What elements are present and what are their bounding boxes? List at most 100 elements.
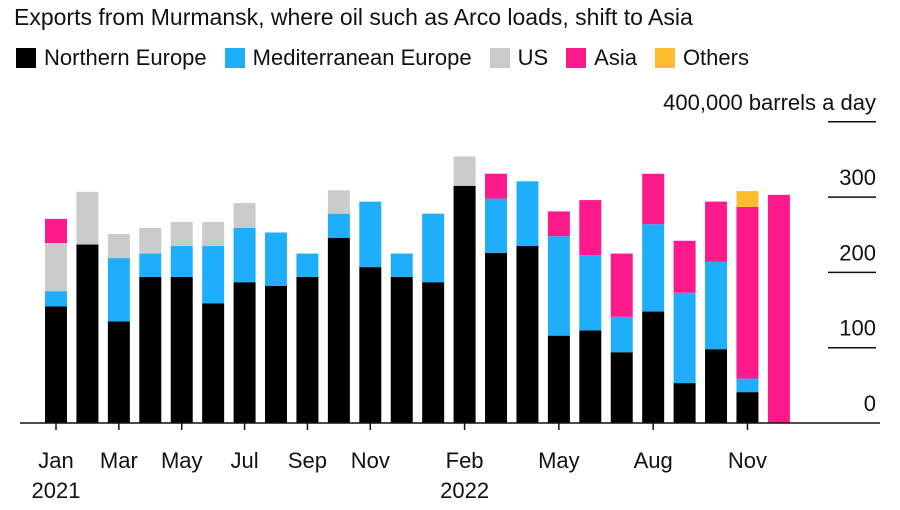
bar-segment-northern-europe [265,285,288,423]
x-tick-label: May [538,448,580,473]
bar-segment-mediterranean-europe [516,181,539,247]
bar-segment-us [107,233,130,259]
bar-segment-us [453,156,476,186]
bar-segment-mediterranean-europe [610,316,633,353]
bar-segment-mediterranean-europe [233,227,256,283]
y-tick-label: 100 [839,316,876,341]
bar-segment-northern-europe [139,276,162,423]
y-tick-label: 0 [864,391,876,416]
legend-label: Asia [594,45,637,70]
bar-segment-us [45,243,67,292]
legend-item-northern-europe: Northern Europe [16,45,207,71]
bar-segment-mediterranean-europe [202,246,225,304]
x-tick-label: Nov [351,448,390,473]
bar-segment-mediterranean-europe [359,201,382,268]
legend-label: Others [682,45,749,70]
bar-segment-asia [736,206,759,379]
legend-swatch [489,48,510,68]
legend-swatch [566,48,587,68]
legend-swatch [16,48,36,68]
bar-segment-mediterranean-europe [170,246,193,277]
bar-segment-northern-europe [76,244,99,423]
bar-segment-northern-europe [45,306,67,423]
x-tick-label: Jul [231,448,259,473]
bar-segment-mediterranean-europe [673,292,696,384]
bar-segment-others [736,191,759,207]
legend: Northern Europe Mediterranean Europe US … [16,45,749,71]
bar-segment-us [139,227,162,254]
bar-segment-mediterranean-europe [642,224,665,312]
bar-segment-us [76,191,99,245]
bar-segment-northern-europe [170,276,193,423]
legend-item-us: US [489,45,549,71]
bar-segment-asia [485,173,508,199]
bar-segment-northern-europe [610,352,633,423]
x-tick-label: Jan [38,448,73,473]
y-tick-label: 300 [839,165,876,190]
legend-item-asia: Asia [566,45,637,71]
legend-label: US [517,45,549,70]
bar-segment-northern-europe [390,276,413,423]
legend-label: Mediterranean Europe [252,45,472,70]
y-tick-label: 400,000 barrels a day [663,90,876,115]
bar-segment-northern-europe [453,185,476,423]
x-tick-label: Feb [446,448,484,473]
bar-segment-mediterranean-europe [45,291,67,307]
bar-segment-mediterranean-europe [485,198,508,253]
legend-swatch [224,48,245,68]
legend-item-others: Others [654,45,749,71]
legend-label: Northern Europe [44,45,207,70]
bar-segment-northern-europe [642,311,665,423]
bar-segment-northern-europe [547,335,570,423]
bar-segment-asia [579,200,602,256]
bar-segment-northern-europe [107,321,130,423]
bar-segment-asia [705,201,728,262]
bar-segment-northern-europe [233,282,256,423]
x-tick-year-label: 2022 [440,478,489,503]
bar-segment-mediterranean-europe [547,236,570,336]
bar-segment-mediterranean-europe [296,253,319,277]
bar-segment-northern-europe [736,392,759,423]
bar-segment-northern-europe [359,267,382,423]
x-tick-label: Sep [288,448,327,473]
bar-segment-asia [547,211,570,237]
x-tick-label: Aug [634,448,673,473]
bar-segment-asia [673,240,696,293]
bar-segment-mediterranean-europe [579,255,602,331]
chart-title: Exports from Murmansk, where oil such as… [14,4,693,30]
bar-segment-northern-europe [327,237,350,423]
bar-segment-mediterranean-europe [736,378,759,393]
bar-segment-asia [767,194,790,423]
bar-segment-northern-europe [202,303,225,423]
legend-item-mediterranean-europe: Mediterranean Europe [224,45,472,71]
y-tick-label: 200 [839,240,876,265]
legend-swatch [654,48,675,68]
bar-segment-us [233,203,256,228]
bar-segment-northern-europe [705,349,728,423]
bar-segment-mediterranean-europe [422,213,445,283]
x-tick-label: May [161,448,203,473]
bar-segment-northern-europe [516,246,539,423]
bar-segment-asia [642,173,665,225]
x-tick-label: Nov [728,448,767,473]
bar-segment-northern-europe [422,282,445,423]
bar-segment-asia [45,218,67,244]
bar-segment-mediterranean-europe [390,253,413,277]
bar-segment-northern-europe [579,330,602,423]
bar-segment-asia [610,253,633,317]
bar-segment-us [170,221,193,247]
x-tick-year-label: 2021 [32,478,81,503]
bar-segment-us [202,221,225,247]
bar-segment-northern-europe [485,252,508,423]
bar-segment-mediterranean-europe [327,213,350,238]
bar-segment-northern-europe [673,383,696,423]
bar-segment-us [327,190,350,214]
x-tick-label: Mar [100,448,138,473]
bar-segment-mediterranean-europe [705,261,728,350]
bar-segment-northern-europe [296,276,319,423]
bar-segment-mediterranean-europe [265,232,288,286]
bar-segment-mediterranean-europe [139,253,162,277]
bar-segment-mediterranean-europe [107,258,130,322]
